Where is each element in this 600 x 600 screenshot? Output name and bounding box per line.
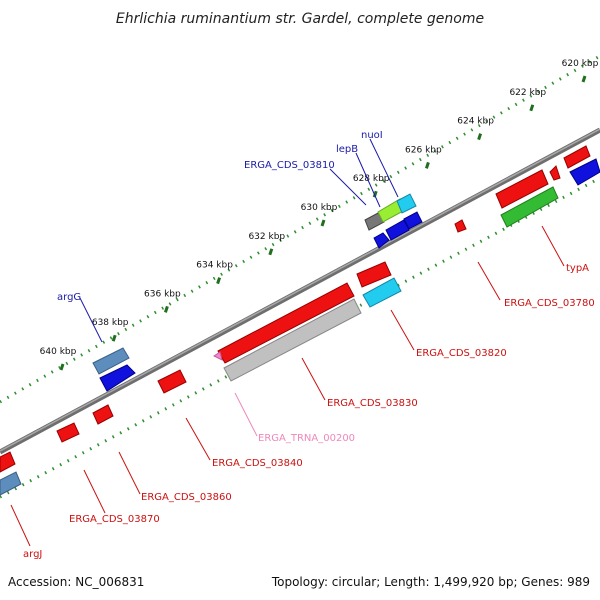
gene-rrna-feature [223, 298, 362, 382]
leader-argJ [10, 504, 31, 547]
leader-ERGA_CDS_03830 [301, 357, 326, 401]
major-tick-mark [59, 363, 65, 371]
gene-ERGA_CDS_03780-feature [454, 219, 467, 233]
tick-label: 624 kbp [457, 117, 494, 127]
major-tick-mark [477, 133, 483, 141]
leader-ERGA_CDS_03860 [118, 451, 141, 495]
gene-argG-block [92, 347, 136, 392]
accession-text: Accession: NC_006831 [8, 575, 144, 589]
outer-ruler-dots [0, 54, 600, 404]
major-tick-mark [372, 190, 378, 198]
leader-lines [10, 138, 565, 547]
tick-label: 634 kbp [196, 261, 233, 271]
tick-label: 638 kbp [92, 318, 129, 328]
tick-label: 620 kbp [562, 59, 599, 69]
tick-label: 626 kbp [405, 145, 442, 155]
gene-argJ-feature [0, 471, 22, 496]
label-ERGA_CDS_03780: ERGA_CDS_03780 [504, 298, 595, 309]
leader-argG [79, 297, 103, 343]
gene-argG-neighbor-feature [99, 364, 136, 392]
label-nuoI: nuoI [361, 130, 383, 141]
major-tick-mark [111, 334, 117, 342]
gene-red-typA-upper [495, 169, 549, 209]
label-ERGA_CDS_03870: ERGA_CDS_03870 [69, 514, 160, 525]
label-ERGA_TRNA_00200: ERGA_TRNA_00200 [258, 433, 355, 444]
tick-label: 640 kbp [40, 347, 77, 357]
tick-label: 636 kbp [144, 289, 181, 299]
gene-ERGA_CDS_03870-feature [56, 422, 80, 443]
gene-red-far [563, 145, 591, 169]
label-ERGA_CDS_03820: ERGA_CDS_03820 [416, 348, 507, 359]
leader-lepB [355, 152, 381, 208]
major-tick-mark [320, 219, 326, 227]
label-ERGA_CDS_03830: ERGA_CDS_03830 [327, 398, 418, 409]
gene-ERGA_CDS_03820-feature [362, 277, 402, 308]
gene-ERGA_CDS_03830-feature [217, 282, 355, 364]
label-argG: argG [57, 292, 81, 303]
gene-red-tiny [549, 165, 561, 181]
leader-typA [541, 225, 565, 267]
gene-blue-far [569, 158, 600, 186]
major-ticks [59, 75, 587, 371]
tick-label: 628 kbp [353, 174, 390, 184]
gene-features [0, 145, 600, 496]
backbone-line [0, 127, 600, 455]
gene-argG-feature [92, 347, 130, 375]
label-ERGA_CDS_03860: ERGA_CDS_03860 [141, 492, 232, 503]
leader-nuoI [369, 138, 399, 198]
gene-red-left-edge [0, 451, 16, 473]
major-tick-mark [216, 277, 222, 285]
leader-ERGA_CDS_03810 [329, 168, 367, 206]
label-ERGA_CDS_03810: ERGA_CDS_03810 [244, 160, 335, 171]
tick-label: 632 kbp [248, 232, 285, 242]
tick-label: 622 kbp [509, 88, 546, 98]
label-ERGA_CDS_03840: ERGA_CDS_03840 [212, 458, 303, 469]
gene-typA-feature [500, 186, 559, 228]
leader-ERGA_CDS_03840 [185, 417, 211, 461]
leader-ERGA_CDS_03820 [390, 309, 415, 351]
label-argJ: argJ [23, 549, 42, 560]
gene-blue-small-1 [373, 232, 390, 249]
gene-ERGA_CDS_03860-feature [92, 404, 114, 425]
major-tick-mark [581, 75, 587, 83]
outer-scale-ruler [0, 54, 600, 404]
gene-ERGA_CDS_03840-feature [157, 369, 187, 394]
major-tick-mark [424, 161, 430, 169]
gene-ERGA_TRNA_00200-feature [213, 351, 223, 361]
major-tick-mark [268, 248, 274, 256]
genome-backbone [0, 127, 600, 455]
gene-red-mid [356, 261, 392, 288]
gene-labels: nuoI lepB ERGA_CDS_03810 argG typA ERGA_… [23, 130, 595, 560]
tick-label: 630 kbp [301, 203, 338, 213]
leader-ERGA_CDS_03780 [477, 261, 501, 301]
major-tick-mark [529, 104, 535, 112]
major-tick-mark [163, 305, 169, 313]
leader-ERGA_TRNA_00200 [234, 392, 258, 437]
gene-nuoI-feature [396, 193, 417, 214]
gene-blue-small-2 [385, 219, 410, 241]
backbone-highlight [0, 128, 600, 452]
label-typA: typA [566, 263, 589, 274]
map-title: Ehrlichia ruminantium str. Gardel, compl… [116, 11, 484, 27]
genome-summary-text: Topology: circular; Length: 1,499,920 bp… [271, 575, 590, 589]
gene-blue-small-3 [403, 211, 423, 230]
label-lepB: lepB [336, 144, 358, 155]
leader-ERGA_CDS_03870 [83, 469, 106, 514]
tick-labels: 620 kbp 622 kbp 624 kbp 626 kbp 628 kbp 630 k… [40, 59, 599, 357]
